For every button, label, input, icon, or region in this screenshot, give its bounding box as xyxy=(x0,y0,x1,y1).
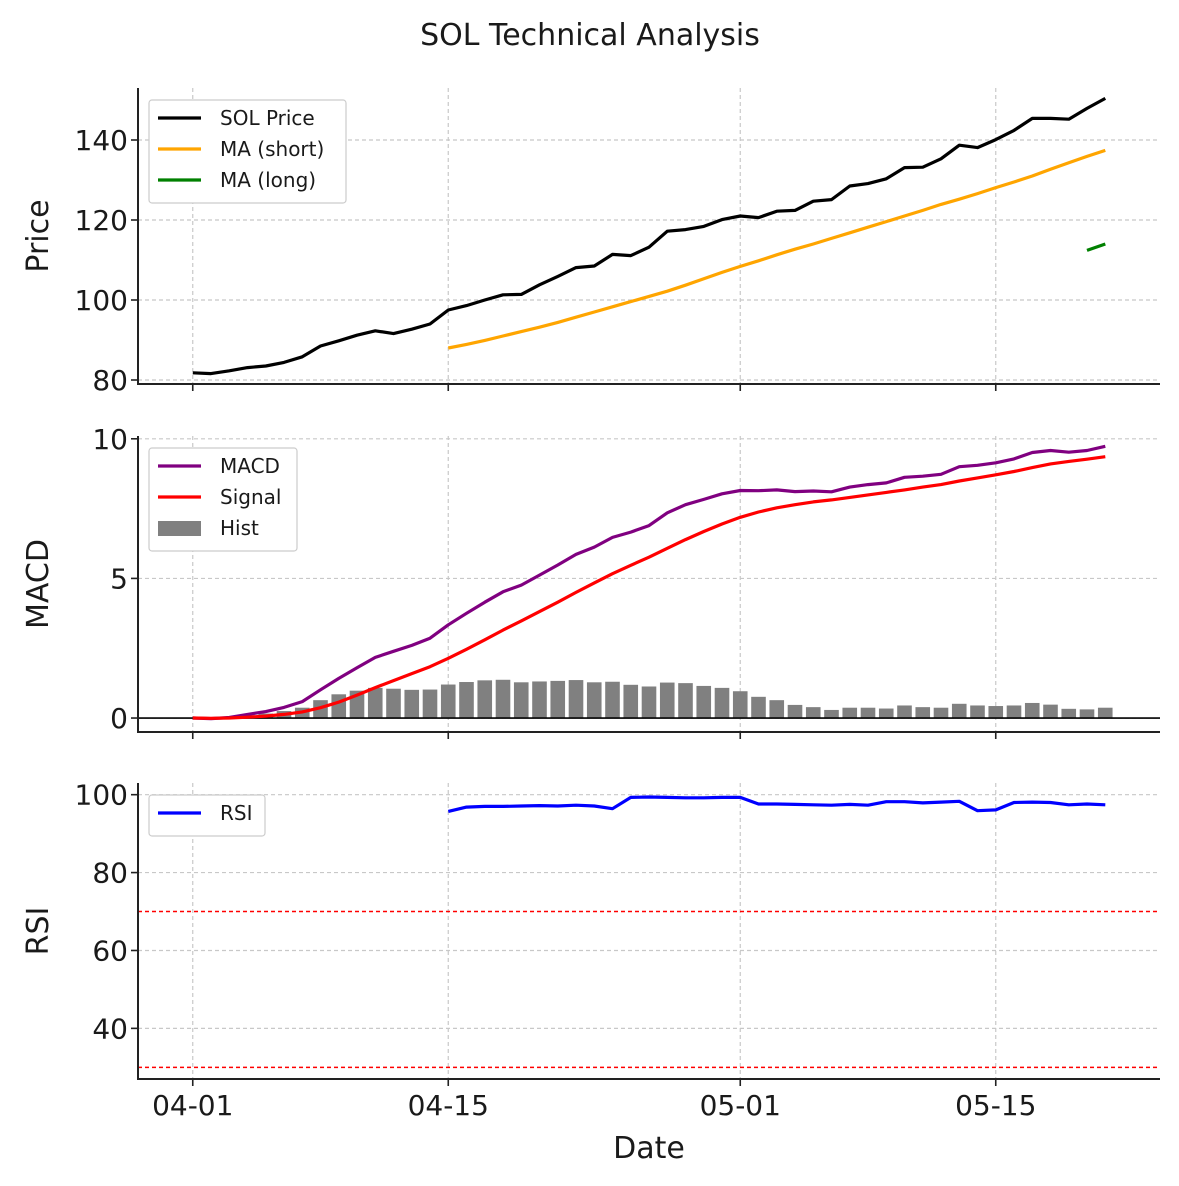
legend-label: MA (short) xyxy=(220,137,324,161)
hist-bar xyxy=(805,707,821,719)
y-tick-label: 0 xyxy=(110,702,128,735)
hist-bar xyxy=(732,691,748,719)
rsi-line xyxy=(447,795,1106,813)
x-axis-label: Date xyxy=(613,1131,685,1166)
hist-bar xyxy=(769,700,785,719)
hist-bar xyxy=(477,680,493,719)
x-tick-label: 05-15 xyxy=(955,1089,1036,1122)
hist-bar xyxy=(860,707,876,719)
hist-bar xyxy=(951,703,967,719)
hist-bar xyxy=(1061,708,1077,719)
legend-label: MA (long) xyxy=(220,168,316,192)
legend-box xyxy=(148,794,266,837)
hist-bar xyxy=(988,706,1004,719)
y-tick-label: 100 xyxy=(75,284,128,317)
y-tick-label: 60 xyxy=(92,934,128,967)
hist-bar xyxy=(678,683,693,719)
legend-label: RSI xyxy=(220,801,253,825)
sol-price-line xyxy=(192,96,1107,376)
y-tick-label: 40 xyxy=(92,1012,128,1045)
hist-bar xyxy=(641,686,657,719)
hist-bar xyxy=(605,681,620,719)
hist-bar xyxy=(623,684,639,719)
hist-bar xyxy=(714,687,730,719)
macd-line xyxy=(192,444,1106,721)
signal-line xyxy=(192,455,1106,720)
hist-bar xyxy=(586,682,602,719)
hist-bar xyxy=(933,707,949,719)
y-axis-label: MACD xyxy=(21,539,56,629)
hist-bar xyxy=(1079,709,1095,719)
hist-bar xyxy=(532,681,547,719)
y-tick-label: 80 xyxy=(92,857,128,890)
hist-bar xyxy=(878,708,894,719)
y-tick-label: 80 xyxy=(92,364,128,397)
hist-bar xyxy=(1024,702,1040,719)
hist-bar xyxy=(568,680,584,719)
macd-panel: 0 5 10 MACD MACD Signal Hist xyxy=(21,423,1160,739)
hist-bar xyxy=(404,689,420,719)
hist-bar xyxy=(897,705,912,719)
legend-label: Hist xyxy=(220,516,259,540)
legend-label: MACD xyxy=(220,454,280,478)
legend-swatch xyxy=(158,521,201,536)
hist-bar xyxy=(495,679,511,719)
y-tick-label: 140 xyxy=(75,124,128,157)
hist-bar xyxy=(824,709,839,719)
hist-bar xyxy=(751,696,766,719)
x-axis-ticks: 04-01 04-15 05-01 05-15 xyxy=(152,1089,1036,1122)
hist-bar xyxy=(787,704,803,719)
hist-bar xyxy=(696,685,712,719)
hist-bar xyxy=(915,707,931,719)
y-tick-label: 120 xyxy=(75,204,128,237)
legend-box xyxy=(148,99,347,204)
figure-title: SOL Technical Analysis xyxy=(420,18,760,53)
x-tick-label: 04-15 xyxy=(408,1089,489,1122)
hist-bar xyxy=(440,684,456,719)
legend-label: SOL Price xyxy=(220,106,315,130)
y-axis-label: Price xyxy=(21,199,56,272)
ma-long-line xyxy=(1086,242,1106,252)
y-tick-label: 10 xyxy=(92,423,128,456)
price-panel: 80 100 120 140 Price SOL Price MA (short) MA (l… xyxy=(21,88,1160,397)
hist-bar xyxy=(1043,704,1058,719)
hist-bar xyxy=(459,682,474,719)
hist-bar xyxy=(422,689,438,719)
hist-bar xyxy=(659,682,675,719)
legend-label: Signal xyxy=(220,485,281,509)
y-axis-label: RSI xyxy=(21,907,56,956)
hist-bar xyxy=(367,687,383,719)
hist-bar xyxy=(550,680,566,719)
x-tick-label: 05-01 xyxy=(700,1089,781,1122)
y-tick-label: 100 xyxy=(75,779,128,812)
hist-bar xyxy=(513,682,529,719)
hist-bar xyxy=(386,688,401,719)
hist-bar xyxy=(331,694,347,719)
ma-short-line xyxy=(447,148,1106,350)
hist-bar xyxy=(1006,705,1022,719)
x-tick-label: 04-01 xyxy=(152,1089,233,1122)
hist-bar xyxy=(970,705,985,719)
y-tick-label: 5 xyxy=(110,562,128,595)
hist-bar xyxy=(842,707,858,719)
hist-bar xyxy=(1097,707,1113,719)
rsi-panel: 40 60 80 100 RSI RSI xyxy=(21,779,1160,1086)
